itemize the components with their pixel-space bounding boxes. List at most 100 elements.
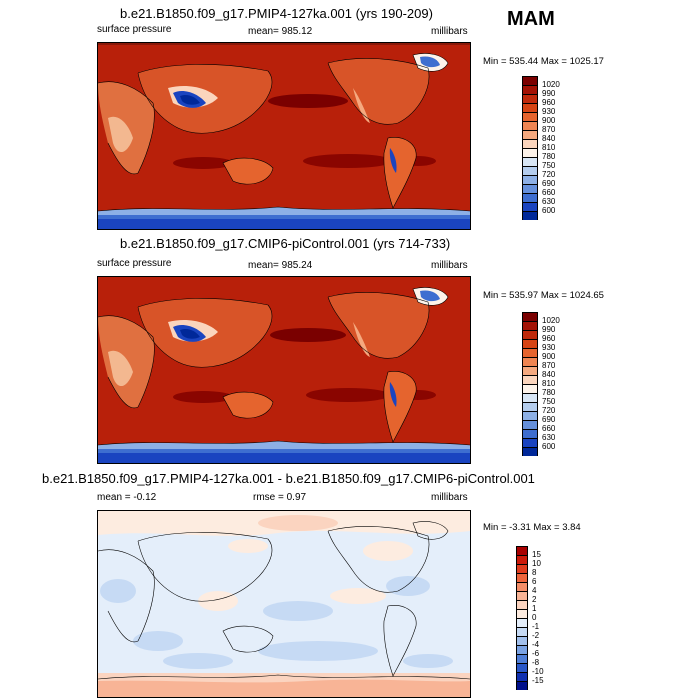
panel1-surface-pressure-field (98, 43, 470, 229)
colorbar-swatch (522, 184, 538, 193)
colorbar-swatch (516, 546, 528, 555)
colorbar-swatch (516, 654, 528, 663)
colorbar-tick-label: 720 (542, 406, 556, 415)
panel1-minmax-label: Min = 535.44 Max = 1025.17 (483, 56, 604, 67)
panel1-colorbar: 1020 990 960 930 900 870 840 810 780 750 720 690 660… (522, 76, 560, 220)
colorbar-tick-label: 780 (542, 388, 556, 397)
colorbar-swatch (522, 121, 538, 130)
panel3-mean-label: mean = -0.12 (97, 492, 157, 503)
colorbar-swatch (522, 193, 538, 202)
colorbar-swatch (522, 85, 538, 94)
colorbar-tick-label: 690 (542, 179, 556, 188)
colorbar-swatch (522, 166, 538, 175)
colorbar-swatch (522, 348, 538, 357)
colorbar-tick-label: 630 (542, 433, 556, 442)
colorbar-tick-label: 750 (542, 161, 556, 170)
colorbar-swatch (516, 564, 528, 573)
colorbar-tick-label: -2 (532, 631, 540, 640)
colorbar-tick-label: 840 (542, 370, 556, 379)
panel3-title: b.e21.B1850.f09_g17.PMIP4-127ka.001 - b.… (42, 471, 535, 486)
panel2-units-label: millibars (431, 260, 468, 271)
colorbar-swatch (516, 681, 528, 690)
colorbar-swatch (522, 175, 538, 184)
colorbar-tick-label: 720 (542, 170, 556, 179)
panel2-mean-label: mean= 985.24 (248, 260, 313, 271)
panel3-colorbar: 15 10 8 6 4 2 1 0 -1 -2 -4 -6 -8 -10 -15 (516, 546, 544, 690)
colorbar-swatch (522, 103, 538, 112)
panel1-map (97, 42, 471, 230)
colorbar-swatch (522, 357, 538, 366)
colorbar-tick-label: 690 (542, 415, 556, 424)
colorbar-tick-label: -15 (532, 676, 544, 685)
colorbar-swatch (522, 339, 538, 348)
colorbar-tick-label: 870 (542, 125, 556, 134)
colorbar-tick-label: 0 (532, 613, 537, 622)
colorbar-tick-label: 1 (532, 604, 537, 613)
colorbar-swatch (522, 112, 538, 121)
colorbar-tick-label: 15 (532, 550, 541, 559)
panel1-mean-label: mean= 985.12 (248, 26, 313, 37)
colorbar-tick-label: 660 (542, 424, 556, 433)
colorbar-tick-label: 1020 (542, 80, 560, 89)
colorbar-swatch (522, 420, 538, 429)
colorbar-tick-label: 600 (542, 206, 556, 215)
panel3-map (97, 510, 471, 698)
colorbar-swatch (516, 600, 528, 609)
panel3-units-label: millibars (431, 492, 468, 503)
colorbar-swatch (522, 76, 538, 85)
colorbar-swatch (522, 130, 538, 139)
colorbar-tick-label: 8 (532, 568, 537, 577)
colorbar-tick-label: 930 (542, 343, 556, 352)
colorbar-tick-label: 4 (532, 586, 537, 595)
colorbar-tick-label: 810 (542, 143, 556, 152)
panel3-rmse-label: rmse = 0.97 (253, 492, 307, 503)
colorbar-tick-label: 660 (542, 188, 556, 197)
colorbar-tick-label: 6 (532, 577, 537, 586)
colorbar-swatch (516, 555, 528, 564)
panel2-colorbar: 1020 990 960 930 900 870 840 810 780 750 720 690 660… (522, 312, 560, 456)
colorbar-tick-label: 10 (532, 559, 541, 568)
colorbar-swatch (522, 384, 538, 393)
panel3-difference-field (98, 511, 470, 697)
colorbar-swatch (516, 645, 528, 654)
colorbar-swatch (522, 202, 538, 211)
panel2-variable-label: surface pressure (97, 258, 172, 269)
colorbar-swatch (522, 411, 538, 420)
colorbar-swatch (522, 438, 538, 447)
panel1-units-label: millibars (431, 26, 468, 37)
colorbar-tick-label: 600 (542, 442, 556, 451)
colorbar-swatch (522, 402, 538, 411)
panel1-variable-label: surface pressure (97, 24, 172, 35)
panel2-surface-pressure-field (98, 277, 470, 463)
colorbar-swatch (516, 636, 528, 645)
colorbar-tick-label: -8 (532, 658, 540, 667)
colorbar-swatch (522, 330, 538, 339)
colorbar-tick-label: -6 (532, 649, 540, 658)
colorbar-tick-label: -1 (532, 622, 540, 631)
colorbar-tick-label: 990 (542, 89, 556, 98)
colorbar-tick-label: -10 (532, 667, 544, 676)
colorbar-swatch (522, 429, 538, 438)
colorbar-swatch (522, 139, 538, 148)
colorbar-tick-label: 2 (532, 595, 537, 604)
colorbar-tick-label: 900 (542, 352, 556, 361)
colorbar-tick-label: 960 (542, 334, 556, 343)
panel3-minmax-label: Min = -3.31 Max = 3.84 (483, 522, 581, 533)
colorbar-tick-label: 630 (542, 197, 556, 206)
colorbar-swatch (516, 582, 528, 591)
colorbar-tick-label: 960 (542, 98, 556, 107)
colorbar-swatch (516, 609, 528, 618)
colorbar-swatch (522, 366, 538, 375)
colorbar-tick-label: -4 (532, 640, 540, 649)
colorbar-tick-label: 780 (542, 152, 556, 161)
colorbar-swatch (516, 573, 528, 582)
panel2-map (97, 276, 471, 464)
panel2-minmax-label: Min = 535.97 Max = 1024.65 (483, 290, 604, 301)
colorbar-tick-label: 1020 (542, 316, 560, 325)
panel1-title: b.e21.B1850.f09_g17.PMIP4-127ka.001 (yrs… (120, 6, 433, 21)
colorbar-swatch (522, 148, 538, 157)
colorbar-tick-label: 810 (542, 379, 556, 388)
colorbar-swatch (516, 627, 528, 636)
colorbar-swatch (516, 591, 528, 600)
colorbar-swatch (516, 618, 528, 627)
